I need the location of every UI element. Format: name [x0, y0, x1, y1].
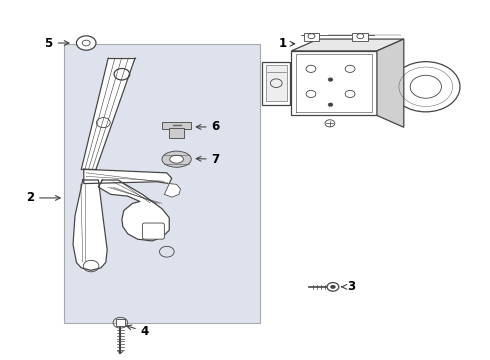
- Bar: [352, 33, 368, 41]
- Ellipse shape: [170, 155, 183, 163]
- Circle shape: [82, 40, 90, 46]
- Circle shape: [328, 78, 333, 81]
- Bar: [162, 122, 191, 129]
- Polygon shape: [377, 39, 404, 127]
- Polygon shape: [164, 184, 180, 197]
- Circle shape: [328, 103, 333, 107]
- Bar: [116, 319, 125, 326]
- Text: 5: 5: [45, 36, 69, 50]
- Circle shape: [410, 75, 441, 98]
- Bar: [304, 33, 319, 41]
- Text: 3: 3: [342, 280, 356, 293]
- Ellipse shape: [162, 151, 191, 167]
- Text: 7: 7: [196, 153, 220, 166]
- Circle shape: [76, 36, 96, 50]
- Circle shape: [325, 120, 335, 127]
- Bar: [262, 62, 291, 105]
- Text: 2: 2: [26, 192, 60, 204]
- Text: 4: 4: [127, 325, 149, 338]
- Polygon shape: [81, 58, 135, 169]
- Bar: [64, 44, 260, 323]
- Bar: [292, 51, 377, 116]
- Text: 6: 6: [196, 121, 220, 134]
- Bar: [266, 65, 287, 101]
- Polygon shape: [84, 169, 172, 184]
- FancyBboxPatch shape: [143, 223, 164, 239]
- Polygon shape: [98, 180, 169, 241]
- Circle shape: [331, 285, 335, 289]
- Polygon shape: [73, 180, 107, 270]
- Text: 1: 1: [278, 37, 294, 50]
- Circle shape: [392, 62, 460, 112]
- Polygon shape: [292, 39, 404, 51]
- Bar: [169, 128, 184, 138]
- Circle shape: [327, 283, 339, 291]
